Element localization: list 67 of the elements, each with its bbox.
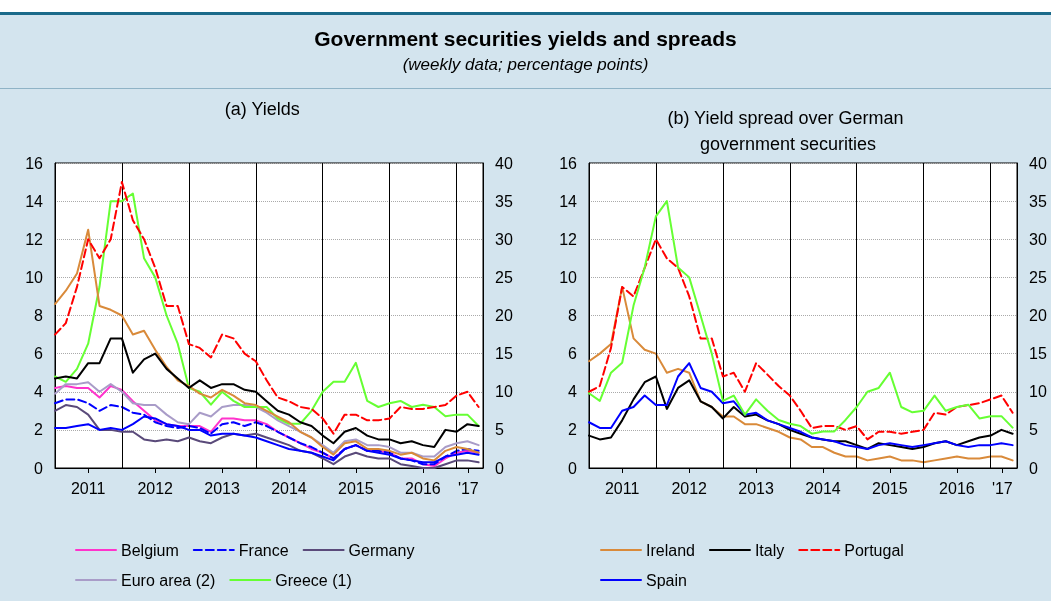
- y2-tick-label: 20: [495, 307, 513, 324]
- y2-tick-label: 40: [495, 154, 513, 172]
- y2-tick-label: 15: [1029, 345, 1047, 363]
- y-tick-label: 6: [568, 345, 578, 363]
- legend-label: Germany: [348, 541, 415, 559]
- y-tick-label: 8: [34, 307, 44, 324]
- text: (weekly data; percentage points): [401, 55, 650, 75]
- y-tick-label: 8: [568, 307, 578, 324]
- x-tick-label: 2011: [70, 479, 106, 497]
- line-series: [588, 238, 1014, 441]
- x-tick-label: 2014: [271, 479, 307, 497]
- y2-tick-label: 40: [1029, 154, 1047, 172]
- y2-tick-label: 10: [1029, 383, 1047, 401]
- y2-tick-label: 5: [495, 421, 504, 439]
- x-tick-label: 2012: [137, 479, 174, 497]
- y-tick-label: 6: [34, 345, 44, 363]
- x-tick-label: 2013: [204, 479, 240, 497]
- legend-label: Euro area (2): [121, 571, 216, 589]
- legend-label: Greece (1): [275, 571, 352, 589]
- y-tick-label: 2: [34, 421, 44, 439]
- y2-tick-label: 35: [495, 192, 513, 210]
- y2-tick-label: 15: [495, 345, 513, 363]
- y2-tick-label: 5: [1029, 421, 1038, 439]
- x-tick-label: 2016: [939, 479, 975, 497]
- x-tick-label: 2014: [805, 479, 841, 497]
- legend-label: Spain: [646, 571, 687, 589]
- y-tick-label: 10: [25, 268, 44, 286]
- text: (a) Yields: [224, 99, 300, 119]
- legend-label: Belgium: [121, 541, 179, 559]
- x-tick-label: 2012: [671, 479, 708, 497]
- y2-tick-label: 20: [1029, 307, 1047, 324]
- y2-tick-label: 30: [495, 230, 513, 248]
- y-tick-label: 16: [559, 154, 578, 172]
- x-tick-label: '17: [991, 479, 1013, 497]
- line-series: [54, 228, 480, 462]
- x-tick-label: 2016: [405, 479, 441, 497]
- line-series: [588, 200, 1014, 435]
- y-tick-label: 0: [34, 459, 44, 477]
- y2-tick-label: 25: [1029, 268, 1047, 286]
- legend-label: Portugal: [844, 541, 904, 559]
- chart-title: (b) Yield spread over German government securities: [667, 108, 909, 154]
- x-tick-label: '17: [457, 479, 479, 497]
- legend-label: Italy: [754, 541, 785, 559]
- text: Government securities yields and spreads: [313, 27, 738, 51]
- legend-label: France: [238, 541, 289, 559]
- y2-tick-label: 35: [1029, 192, 1047, 210]
- x-tick-label: 2011: [604, 479, 640, 497]
- y2-tick-label: 10: [495, 383, 513, 401]
- y-tick-label: 14: [25, 192, 44, 210]
- y2-tick-label: 0: [1029, 459, 1038, 477]
- y-tick-label: 2: [568, 421, 578, 439]
- y2-tick-label: 0: [495, 459, 504, 477]
- y2-tick-label: 30: [1029, 230, 1047, 248]
- y-tick-label: 16: [25, 154, 44, 172]
- y2-tick-label: 25: [495, 268, 513, 286]
- y-tick-label: 12: [25, 230, 44, 248]
- legend-label: Ireland: [646, 541, 695, 559]
- y-tick-label: 4: [568, 383, 578, 401]
- y-tick-label: 12: [559, 230, 578, 248]
- x-tick-label: 2015: [338, 479, 374, 497]
- x-tick-label: 2015: [872, 479, 908, 497]
- y-tick-label: 10: [559, 268, 578, 286]
- y-tick-label: 14: [559, 192, 578, 210]
- y-tick-label: 4: [34, 383, 44, 401]
- line-series: [54, 381, 480, 458]
- x-tick-label: 2013: [738, 479, 774, 497]
- y-tick-label: 0: [568, 459, 578, 477]
